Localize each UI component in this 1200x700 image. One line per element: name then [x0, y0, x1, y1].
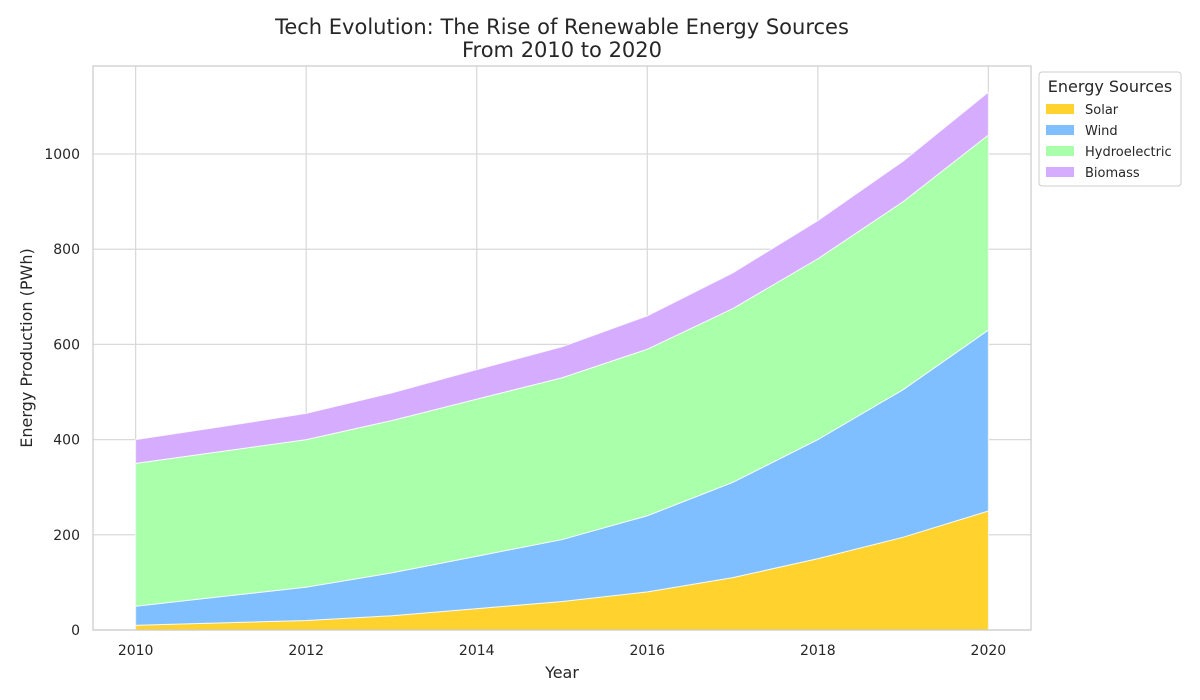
legend-title: Energy Sources	[1048, 77, 1172, 96]
area-biomass	[135, 91, 989, 464]
legend-items: Solar Wind Hydroelectric Biomass	[1046, 103, 1172, 181]
y-tick-label-200: 200	[53, 528, 80, 544]
legend-swatch-biomass	[1046, 167, 1074, 177]
y-tick-label-600: 600	[53, 337, 80, 353]
legend-label-solar: Solar	[1085, 103, 1119, 118]
legend: Energy Sources Solar Wind Hydroelectric Bio…	[1038, 71, 1182, 187]
x-tick-label-2020: 2020	[971, 643, 1007, 659]
legend-swatch-solar	[1046, 104, 1074, 114]
stacked-areas	[135, 91, 989, 631]
x-tick-label-2018: 2018	[800, 643, 836, 659]
legend-label-biomass: Biomass	[1085, 166, 1140, 181]
legend-swatch-wind	[1046, 125, 1074, 135]
chart-subtitle: From 2010 to 2020	[462, 38, 662, 62]
y-tick-labels: 0 200 400 600 800 1000	[44, 147, 80, 639]
y-tick-label-400: 400	[53, 433, 80, 449]
x-tick-label-2014: 2014	[459, 643, 495, 659]
x-tick-label-2012: 2012	[288, 643, 324, 659]
x-tick-label-2010: 2010	[118, 643, 154, 659]
plot-frame	[92, 65, 1032, 631]
x-axis-label: Year	[544, 663, 579, 682]
y-axis-label: Energy Production (PWh)	[17, 248, 36, 447]
y-tick-label-1000: 1000	[44, 147, 80, 163]
x-tick-labels: 2010 2012 2014 2016 2018 2020	[118, 643, 1006, 659]
y-tick-label-800: 800	[53, 242, 80, 258]
x-tick-label-2016: 2016	[629, 643, 665, 659]
legend-label-hydroelectric: Hydroelectric	[1085, 145, 1172, 160]
legend-label-wind: Wind	[1085, 124, 1118, 139]
legend-frame	[1038, 71, 1182, 187]
y-tick-label-0: 0	[71, 623, 80, 639]
legend-swatch-hydroelectric	[1046, 146, 1074, 156]
chart-title: Tech Evolution: The Rise of Renewable En…	[274, 15, 849, 39]
